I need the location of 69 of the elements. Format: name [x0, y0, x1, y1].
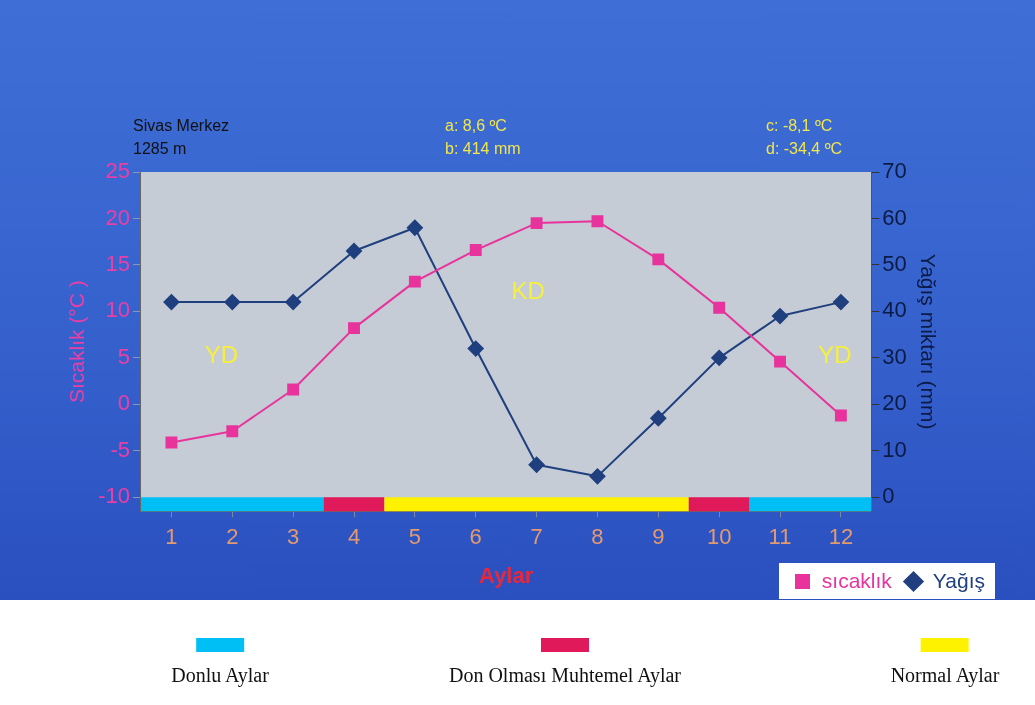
text: Yağış: [932, 569, 985, 594]
point: [469, 244, 482, 257]
point: [650, 410, 667, 427]
y-tick-label: 20: [105, 204, 130, 230]
point: [832, 294, 849, 311]
y2-axis-title: Yağış miktarı (mm): [916, 253, 940, 430]
point: [530, 217, 543, 230]
x-tick-label: 10: [706, 524, 732, 550]
point: [772, 308, 789, 325]
y-tick-label: 10: [105, 297, 130, 323]
y-tick-label: 25: [105, 158, 130, 184]
chart-title: Sivas Merkez: [133, 117, 230, 135]
y2-tick-label: 70: [882, 158, 907, 184]
y2-tick-label: 0: [882, 483, 895, 509]
point: [163, 294, 180, 311]
x-axis-title: Aylar: [479, 562, 534, 588]
legend-label: Normal Aylar: [890, 664, 1000, 686]
legend-label: Donlu Aylar: [171, 664, 269, 686]
text: b: 414 mm: [445, 140, 521, 158]
text: a: 8,6 ºC: [445, 117, 507, 135]
x-tick-label: 4: [347, 524, 361, 550]
x-tick-label: 11: [768, 524, 792, 550]
y-tick-label: 0: [117, 390, 130, 416]
point: [589, 468, 606, 485]
point: [711, 349, 728, 366]
legend-label: Don Olması Muhtemel Aylar: [448, 664, 682, 686]
annotation: YD: [204, 341, 238, 370]
y2-tick-label: 20: [882, 390, 907, 416]
y2-tick-label: 50: [882, 250, 907, 276]
point: [467, 340, 484, 357]
point: [224, 294, 241, 311]
point: [285, 294, 302, 311]
y2-tick-label: 10: [882, 436, 907, 462]
point: [406, 219, 423, 236]
y2-tick-label: 40: [882, 297, 907, 323]
chart-subtitle: 1285 m: [133, 140, 187, 158]
point: [348, 322, 360, 335]
point: [774, 355, 786, 368]
point: [346, 242, 363, 259]
y-tick-label: 15: [105, 250, 130, 276]
x-tick-label: 5: [408, 524, 421, 550]
annotation: KD: [511, 276, 545, 305]
x-tick-label: 12: [828, 524, 854, 550]
x-tick-label: 1: [165, 524, 178, 550]
annotation: YD: [818, 341, 852, 370]
point: [226, 425, 239, 438]
y2-tick-label: 60: [882, 204, 907, 230]
x-tick-label: 2: [226, 524, 239, 550]
x-tick-label: 9: [652, 524, 665, 550]
y-tick-label: 5: [117, 343, 130, 369]
y-tick-label: -5: [110, 436, 130, 462]
point: [408, 275, 421, 288]
point: [591, 215, 604, 228]
text: c: -8,1 ºC: [766, 117, 833, 135]
x-tick-label: 8: [591, 524, 604, 550]
point: [713, 301, 726, 314]
x-tick-label: 7: [530, 524, 543, 550]
y-axis-title: Sıcaklık (°C ): [65, 280, 89, 403]
y2-tick-label: 30: [882, 343, 907, 369]
text: sıcaklık: [821, 569, 892, 594]
point: [528, 456, 545, 473]
text: d: -34,4 ºC: [766, 140, 843, 158]
x-tick-label: 3: [287, 524, 300, 550]
point: [165, 436, 178, 449]
point: [652, 253, 665, 266]
y-tick-label: -10: [98, 483, 130, 509]
x-tick-label: 6: [469, 524, 482, 550]
point: [834, 409, 847, 422]
point: [287, 383, 300, 396]
